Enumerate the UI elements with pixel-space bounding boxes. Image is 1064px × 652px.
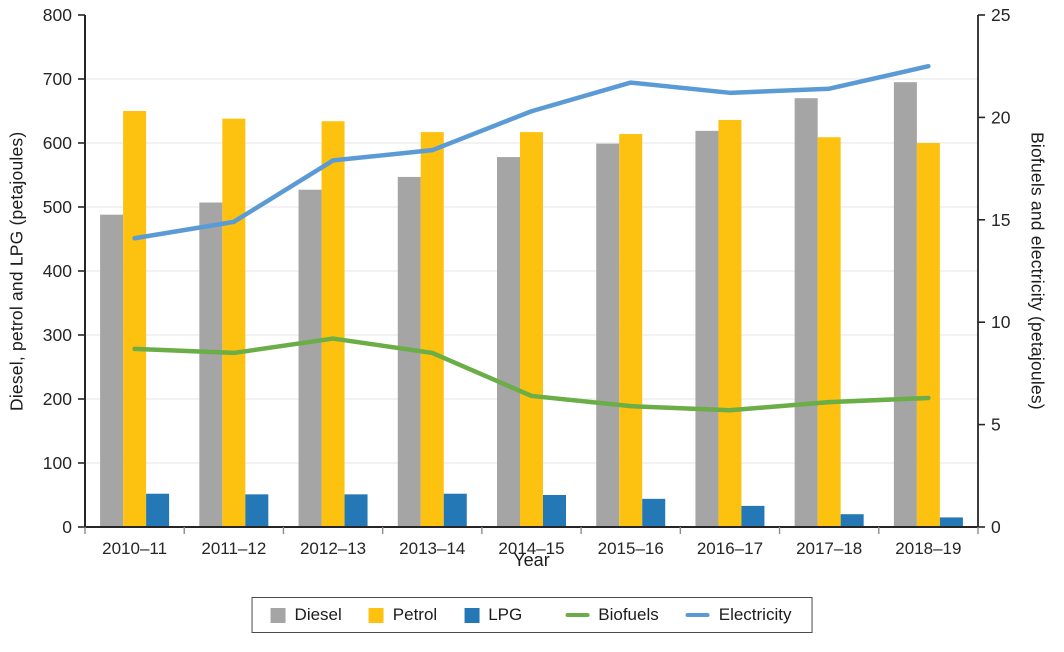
- x-axis-title: Year: [513, 550, 550, 570]
- bar-diesel-2014–15: [497, 157, 520, 527]
- bar-diesel-2015–16: [596, 143, 620, 527]
- left-tick-label-500: 500: [43, 197, 72, 217]
- bar-diesel-2017–18: [794, 98, 818, 527]
- x-tick-label-2013–14: 2013–14: [399, 539, 465, 558]
- right-tick-label-25: 25: [991, 5, 1010, 25]
- bar-lpg-2018–19: [939, 517, 963, 527]
- lpg-swatch-icon: [464, 607, 480, 623]
- diesel-swatch-icon: [270, 607, 286, 623]
- right-tick-label-5: 5: [991, 415, 1001, 435]
- line-electricity: [132, 63, 931, 241]
- left-tick-label-200: 200: [43, 389, 72, 409]
- bar-petrol-2018–19: [916, 143, 940, 527]
- left-tick-label-600: 600: [43, 133, 72, 153]
- bar-diesel-2018–19: [893, 82, 917, 527]
- legend-label-electricity: Electricity: [718, 605, 792, 624]
- petrol-swatch-icon: [368, 607, 384, 623]
- bar-lpg-2014–15: [543, 495, 566, 527]
- bar-petrol-2011–12: [222, 118, 246, 528]
- right-tick-label-10: 10: [991, 312, 1011, 332]
- legend-label-biofuels: Biofuels: [598, 605, 659, 624]
- bar-petrol-2013–14: [420, 132, 444, 527]
- left-axis-title: Diesel, petrol and LPG (petajoules): [6, 131, 27, 411]
- bar-lpg-2017–18: [840, 514, 864, 527]
- bar-petrol-2016–17: [718, 119, 742, 528]
- bar-lpg-2016–17: [741, 505, 765, 527]
- bar-diesel-2013–14: [397, 176, 421, 528]
- bar-lpg-2015–16: [642, 498, 666, 527]
- electricity-line-swatch-icon: [685, 613, 710, 617]
- x-tick-label-2014–15: 2014–15: [498, 539, 564, 558]
- bar-petrol-2015–16: [619, 134, 643, 528]
- bar-lpg-2013–14: [443, 493, 467, 527]
- right-tick-label-15: 15: [991, 210, 1010, 230]
- x-tick-label-2011–12: 2011–12: [201, 539, 266, 558]
- bar-diesel-2011–12: [199, 202, 223, 527]
- x-tick-label-2018–19: 2018–19: [895, 539, 961, 558]
- bar-lpg-2012–13: [344, 494, 368, 527]
- legend-label-diesel: Diesel: [294, 605, 342, 624]
- bar-petrol-2014–15: [520, 132, 543, 527]
- bar-lpg-2011–12: [245, 494, 269, 527]
- bar-lpg-2010–11: [146, 493, 170, 527]
- bar-petrol-2012–13: [321, 121, 345, 528]
- biofuels-line-swatch-icon: [565, 613, 590, 617]
- legend-label-petrol: Petrol: [392, 605, 438, 624]
- x-tick-label-2012–13: 2012–13: [300, 539, 366, 558]
- bar-diesel-2012–13: [298, 189, 322, 527]
- x-tick-label-2010–11: 2010–11: [102, 539, 167, 558]
- legend-label-lpg: LPG: [488, 605, 523, 624]
- left-tick-label-300: 300: [43, 325, 72, 345]
- bar-petrol-2010–11: [123, 111, 147, 527]
- chart-legend: Diesel Petrol LPG Biofuels Electricity: [251, 597, 813, 633]
- combo-chart-canvas: 0 100 200 300 400 500 600 700 800 0 5 10 15 20 25 2010–…: [43, 5, 1011, 558]
- legend-item-petrol: Petrol: [368, 605, 438, 625]
- line-biofuels: [132, 336, 931, 413]
- left-tick-label-700: 700: [43, 69, 72, 89]
- left-tick-label-400: 400: [43, 261, 72, 281]
- bar-diesel-2010–11: [100, 214, 124, 527]
- legend-item-electricity: Electricity: [685, 605, 792, 625]
- left-tick-label-100: 100: [43, 453, 72, 473]
- legend-item-lpg: LPG: [464, 605, 522, 625]
- x-tick-label-2015–16: 2015–16: [598, 539, 664, 558]
- left-tick-label-800: 800: [43, 5, 72, 25]
- legend-item-biofuels: Biofuels: [565, 605, 659, 625]
- left-tick-label-0: 0: [62, 517, 72, 537]
- x-tick-label-2017–18: 2017–18: [796, 539, 862, 558]
- x-tick-label-2016–17: 2016–17: [697, 539, 763, 558]
- right-axis-title: Biofuels and electricity (petajoules): [1027, 132, 1048, 410]
- right-tick-label-0: 0: [991, 517, 1001, 537]
- bar-petrol-2017–18: [817, 137, 841, 528]
- right-tick-label-20: 20: [991, 107, 1011, 127]
- bar-diesel-2016–17: [695, 130, 719, 527]
- legend-item-diesel: Diesel: [270, 605, 342, 625]
